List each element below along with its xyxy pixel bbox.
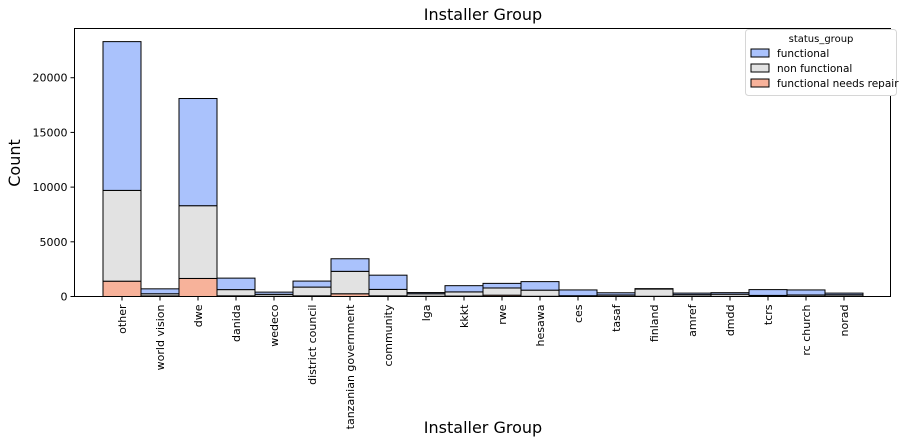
bar-kkkt-functional	[444, 285, 484, 293]
bar-other-non-functional	[102, 189, 142, 282]
y-tick-label: 20000	[33, 72, 68, 85]
bar-rc-church-functional	[786, 289, 826, 296]
bar-kkkt-non-functional	[444, 291, 484, 297]
bar-hesawa-functional	[520, 281, 560, 291]
x-tick-label: world vision	[154, 304, 167, 370]
bar-community-functional	[368, 274, 408, 290]
x-tick-label: danida	[230, 305, 243, 342]
y-axis-label: Count	[5, 139, 24, 187]
bar-community-non-functional	[368, 288, 408, 297]
bars-layer	[102, 41, 864, 298]
x-tick-label: community	[382, 304, 395, 367]
y-tick-label: 5000	[40, 236, 68, 249]
legend-label: functional needs repair	[777, 78, 899, 90]
y-tick-label: 0	[61, 291, 68, 304]
y-tick-label: 15000	[33, 126, 68, 139]
legend-label: non functional	[777, 63, 852, 75]
x-tick-label: district council	[306, 305, 319, 385]
bar-district-council-non-functional	[292, 286, 332, 297]
x-tick-label: ces	[572, 304, 585, 323]
x-tick-label: finland	[648, 305, 661, 343]
bar-amref-functional	[672, 292, 712, 296]
x-tick-label: amref	[686, 303, 699, 337]
x-tick-label: lga	[420, 305, 433, 322]
x-tick-label: dmdd	[724, 305, 737, 337]
y-axis: 0 5000 10000 15000 20000	[33, 72, 75, 304]
bar-dwe-functional-needs-repair	[178, 277, 218, 297]
bar-dmdd-functional	[710, 292, 750, 295]
legend-box	[745, 29, 897, 96]
bar-other-functional	[102, 41, 142, 191]
x-axis: other world vision dwe danida wedeco district…	[116, 296, 851, 430]
x-axis-label: Installer Group	[424, 418, 542, 437]
legend-swatch	[750, 78, 770, 88]
x-tick-label: rwe	[496, 304, 509, 325]
x-tick-label: norad	[838, 305, 851, 337]
bar-other-functional-needs-repair	[102, 280, 142, 297]
bar-lga-functional	[406, 292, 446, 295]
bar-world-vision-functional	[140, 288, 180, 295]
bar-dwe-functional	[178, 98, 218, 207]
bar-norad-functional	[824, 292, 864, 296]
bar-rwe-functional	[482, 282, 522, 289]
legend: status_group functional non functional func…	[745, 29, 899, 96]
x-tick-label: other	[116, 304, 129, 334]
bar-tasaf-functional	[596, 292, 636, 296]
bar-danida-non-functional	[216, 289, 256, 297]
y-tick-label: 10000	[33, 181, 68, 194]
x-tick-label: tasaf	[610, 303, 623, 332]
bar-rwe-non-functional	[482, 287, 522, 296]
x-tick-label: rc church	[800, 304, 813, 355]
x-tick-label: kkkt	[458, 304, 471, 328]
bar-wedeco-functional	[254, 291, 294, 295]
bar-tanzanian-government-functional	[330, 258, 370, 272]
legend-swatch	[750, 48, 770, 58]
bar-hesawa-non-functional	[520, 289, 560, 297]
x-tick-label: dwe	[192, 304, 205, 327]
legend-title: status_group	[789, 34, 854, 45]
legend-swatch	[750, 63, 770, 73]
x-tick-label: hesawa	[534, 305, 547, 347]
plot-frame	[74, 28, 891, 297]
chart-title: Installer Group	[424, 5, 542, 24]
x-tick-label: wedeco	[268, 304, 281, 347]
legend-label: functional	[777, 48, 829, 60]
x-tick-label: tcrs	[762, 304, 775, 325]
bar-tcrs-functional	[748, 289, 788, 296]
bar-finland-non-functional	[634, 288, 674, 297]
bar-district-council-functional	[292, 280, 332, 288]
x-tick-label: tanzanian government	[344, 304, 357, 430]
bar-tanzanian-government-non-functional	[330, 270, 370, 295]
bar-ces-functional	[558, 289, 598, 297]
bar-dwe-non-functional	[178, 205, 218, 279]
bar-danida-functional	[216, 277, 256, 291]
